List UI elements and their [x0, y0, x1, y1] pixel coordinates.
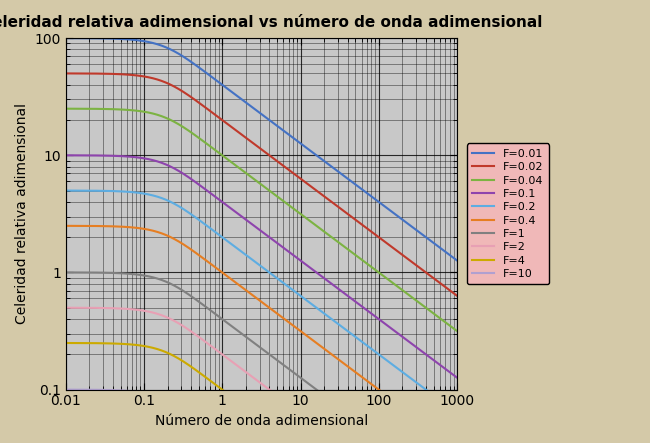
F=0.02: [446, 288, 454, 293]
F=0.2: [453, 410, 461, 416]
F=0.2: [446, 404, 454, 410]
Line: F=4: F=4: [66, 343, 457, 443]
F=0.4: [130, 225, 138, 230]
F=0.02: [107, 71, 114, 77]
F=0.1: [453, 375, 461, 381]
F=0.02: [212, 113, 220, 118]
F=4: [130, 342, 138, 347]
F=0.2: [229, 242, 237, 248]
F=0.2: [404, 373, 411, 378]
Y-axis label: Celeridad relativa adimensional: Celeridad relativa adimensional: [15, 103, 29, 324]
F=0.1: [229, 207, 237, 213]
F=0.01: [446, 252, 454, 257]
F=10: [212, 429, 220, 434]
F=4: [212, 382, 220, 388]
F=4: [107, 341, 114, 346]
Line: F=0.04: F=0.04: [66, 109, 457, 331]
F=0.4: [446, 440, 454, 443]
F=0.2: [212, 230, 220, 235]
F=2: [62, 305, 70, 311]
F=0.4: [62, 223, 70, 229]
F=2: [229, 360, 237, 365]
F=0.04: [130, 108, 138, 113]
F=1: [212, 312, 220, 317]
F=0.1: [130, 154, 138, 159]
F=0.01: [130, 37, 138, 43]
Line: F=10: F=10: [66, 389, 457, 443]
F=0.02: [453, 293, 461, 299]
F=0.02: [404, 256, 411, 261]
F=0.01: [404, 221, 411, 226]
F=1: [62, 270, 70, 275]
F=0.04: [62, 106, 70, 111]
F=0.4: [404, 408, 411, 414]
F=4: [62, 340, 70, 346]
F=0.4: [212, 265, 220, 270]
F=0.01: [107, 36, 114, 41]
F=0.1: [107, 153, 114, 159]
F=10: [130, 389, 138, 394]
Line: F=0.1: F=0.1: [66, 155, 457, 378]
F=1: [229, 324, 237, 330]
Line: F=2: F=2: [66, 308, 457, 443]
F=0.1: [404, 338, 411, 343]
F=0.1: [62, 153, 70, 158]
F=0.01: [229, 90, 237, 95]
F=0.04: [453, 328, 461, 334]
F=0.02: [62, 71, 70, 76]
F=10: [229, 442, 237, 443]
X-axis label: Número de onda adimensional: Número de onda adimensional: [155, 414, 368, 428]
F=0.01: [62, 35, 70, 41]
F=0.2: [130, 190, 138, 195]
F=1: [130, 272, 138, 277]
Line: F=1: F=1: [66, 272, 457, 443]
Line: F=0.01: F=0.01: [66, 38, 457, 260]
Title: Celeridad relativa adimensional vs número de onda adimensional: Celeridad relativa adimensional vs númer…: [0, 15, 542, 30]
F=2: [107, 306, 114, 311]
F=0.2: [107, 188, 114, 194]
F=0.02: [130, 73, 138, 78]
Line: F=0.2: F=0.2: [66, 190, 457, 413]
F=0.4: [229, 278, 237, 283]
F=0.01: [212, 78, 220, 83]
F=4: [229, 395, 237, 400]
F=0.4: [107, 224, 114, 229]
F=0.04: [404, 291, 411, 296]
F=0.02: [229, 125, 237, 131]
F=0.2: [62, 188, 70, 193]
F=2: [130, 307, 138, 312]
F=2: [212, 347, 220, 352]
Line: F=0.02: F=0.02: [66, 74, 457, 296]
F=0.04: [212, 148, 220, 153]
F=0.1: [212, 194, 220, 200]
F=10: [62, 387, 70, 392]
Legend: F=0.01, F=0.02, F=0.04, F=0.1, F=0.2, F=0.4, F=1, F=2, F=4, F=10: F=0.01, F=0.02, F=0.04, F=0.1, F=0.2, F=…: [467, 143, 549, 284]
F=10: [107, 387, 114, 392]
F=0.04: [229, 161, 237, 166]
F=0.01: [453, 258, 461, 263]
F=0.1: [446, 369, 454, 375]
F=0.04: [446, 323, 454, 328]
F=0.04: [107, 106, 114, 112]
F=1: [107, 270, 114, 276]
Line: F=0.4: F=0.4: [66, 226, 457, 443]
